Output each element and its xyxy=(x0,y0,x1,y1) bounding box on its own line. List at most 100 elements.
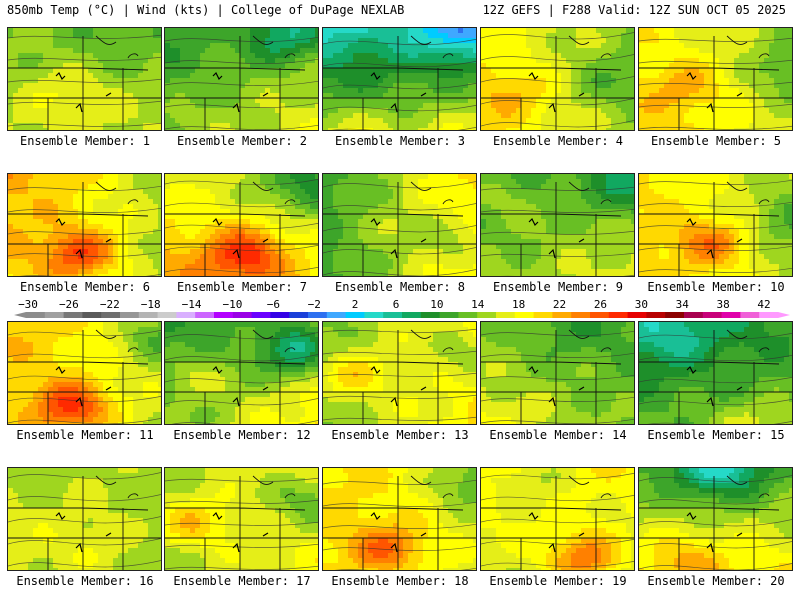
legend-tick-label: −2 xyxy=(308,298,321,311)
legend-swatch xyxy=(608,312,628,318)
ensemble-member-label: Ensemble Member: 14 xyxy=(489,428,627,442)
state-borders xyxy=(323,475,476,570)
wind-barbs xyxy=(528,365,585,407)
height-contours xyxy=(639,37,792,130)
ensemble-member-map xyxy=(322,467,477,571)
ensemble-member-map xyxy=(7,173,162,277)
wind-barbs xyxy=(212,511,269,553)
legend-swatch xyxy=(345,312,365,318)
ensemble-member-map xyxy=(322,27,477,131)
ensemble-member-label: Ensemble Member: 11 xyxy=(16,428,154,442)
state-borders xyxy=(323,181,476,276)
legend-swatch xyxy=(496,312,516,318)
state-borders xyxy=(165,181,318,276)
height-contours xyxy=(323,38,476,130)
temperature-field xyxy=(481,28,634,130)
ensemble-member-map xyxy=(7,321,162,425)
legend-swatch xyxy=(533,312,553,318)
height-contours xyxy=(8,472,161,568)
temperature-field xyxy=(165,174,318,276)
legend-swatch xyxy=(477,312,497,318)
legend-tick-label: 6 xyxy=(393,298,400,311)
legend-swatch xyxy=(270,312,290,318)
temperature-field xyxy=(481,174,634,276)
temperature-field xyxy=(481,468,634,570)
height-contours xyxy=(8,185,161,276)
state-borders xyxy=(8,475,161,570)
legend-tick-label: 34 xyxy=(676,298,690,311)
legend-swatch xyxy=(646,312,666,318)
state-borders xyxy=(639,329,792,424)
legend-tick-label: 38 xyxy=(716,298,729,311)
wind-barbs xyxy=(212,365,269,407)
legend-swatch xyxy=(627,312,647,318)
ensemble-member-map xyxy=(480,173,635,277)
ensemble-member-map xyxy=(480,321,635,425)
height-contours xyxy=(165,36,318,130)
ensemble-member-map xyxy=(638,27,793,131)
ensemble-member-map xyxy=(480,27,635,131)
state-borders xyxy=(165,35,318,130)
ensemble-member-label: Ensemble Member: 18 xyxy=(331,574,469,588)
wind-barbs xyxy=(370,365,427,407)
wind-barbs xyxy=(686,217,743,259)
legend-tick-label: −14 xyxy=(182,298,202,311)
ensemble-member-map xyxy=(164,173,319,277)
temperature-field xyxy=(481,322,634,424)
legend-swatch xyxy=(44,312,64,318)
temperature-field xyxy=(323,322,476,424)
legend-tick-label: 26 xyxy=(594,298,607,311)
state-borders xyxy=(165,329,318,424)
wind-barbs xyxy=(370,511,427,553)
temperature-field xyxy=(8,322,161,424)
ensemble-member-label: Ensemble Member: 8 xyxy=(334,280,466,294)
legend-tick-label: −10 xyxy=(223,298,243,311)
ensemble-member-label: Ensemble Member: 3 xyxy=(334,134,466,148)
legend-swatch xyxy=(702,312,722,318)
state-borders xyxy=(323,35,476,130)
temperature-field xyxy=(8,28,161,130)
ensemble-member-map xyxy=(7,467,162,571)
wind-barbs xyxy=(55,365,112,407)
ensemble-member-label: Ensemble Member: 16 xyxy=(16,574,154,588)
wind-barbs xyxy=(528,511,585,553)
legend-left-arrow xyxy=(14,312,26,318)
state-borders xyxy=(639,475,792,570)
ensemble-member-label: Ensemble Member: 13 xyxy=(331,428,469,442)
ensemble-member-label: Ensemble Member: 15 xyxy=(647,428,785,442)
legend-swatch xyxy=(120,312,140,318)
legend-swatch xyxy=(684,312,704,318)
legend-swatch xyxy=(289,312,309,318)
ensemble-member-map xyxy=(638,173,793,277)
legend-tick-label: 22 xyxy=(553,298,566,311)
temperature-field xyxy=(165,28,318,130)
state-borders xyxy=(165,475,318,570)
legend-tick-label: −22 xyxy=(100,298,120,311)
temperature-color-legend: −30 −26 −22 −18 −14 −10 −6 −2 2 6 10 14 18 22 26 30 34 38… xyxy=(14,298,790,318)
height-contours xyxy=(639,332,792,424)
ensemble-member-label: Ensemble Member: 12 xyxy=(173,428,311,442)
ensemble-member-label: Ensemble Member: 5 xyxy=(650,134,782,148)
wind-barbs xyxy=(212,217,269,259)
temperature-field xyxy=(323,468,476,570)
ensemble-member-label: Ensemble Member: 7 xyxy=(176,280,308,294)
temperature-field xyxy=(165,322,318,424)
legend-swatch xyxy=(458,312,478,318)
ensemble-member-map xyxy=(164,467,319,571)
legend-swatch xyxy=(439,312,459,318)
legend-swatch xyxy=(740,312,760,318)
temperature-field xyxy=(639,28,792,130)
wind-barbs xyxy=(55,511,112,553)
height-contours xyxy=(165,332,318,424)
temperature-field xyxy=(323,28,476,130)
legend-swatch xyxy=(232,312,252,318)
map-title: 850mb Temp (°C) | Wind (kts) | College o… xyxy=(7,3,405,17)
wind-barbs xyxy=(370,71,427,113)
wind-barbs xyxy=(686,511,743,553)
temperature-field xyxy=(639,468,792,570)
state-borders xyxy=(481,181,634,276)
height-contours xyxy=(481,330,634,424)
legend-swatch xyxy=(552,312,572,318)
ensemble-member-label: Ensemble Member: 9 xyxy=(492,280,624,294)
ensemble-member-label: Ensemble Member: 6 xyxy=(19,280,151,294)
